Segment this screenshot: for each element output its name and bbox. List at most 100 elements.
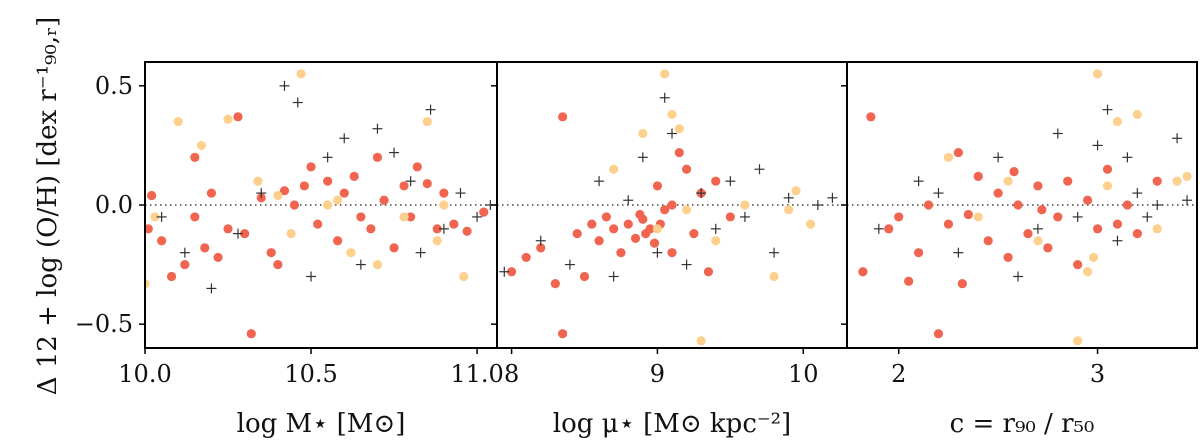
data-point-cross — [179, 247, 190, 258]
data-point-cross — [696, 188, 707, 199]
data-point — [983, 236, 993, 246]
data-point — [973, 171, 983, 181]
data-point — [273, 259, 283, 270]
panel-3: 2 3 c = r₉₀ / r₅₀ — [841, 61, 1198, 439]
data-point — [660, 69, 670, 79]
data-point — [246, 329, 256, 339]
data-point — [479, 207, 489, 217]
data-point — [1088, 252, 1099, 263]
y-axis-label: Δ 12 + log (O/H) [dex r⁻¹₉₀,ᵣ] — [33, 17, 63, 396]
data-point — [206, 188, 217, 198]
data-point — [579, 271, 590, 282]
data-point — [145, 224, 153, 234]
data-point-cross — [389, 147, 400, 158]
data-point — [943, 152, 954, 162]
data-point — [1112, 116, 1123, 127]
data-point — [1013, 200, 1023, 210]
data-point — [609, 164, 619, 174]
data-point — [660, 205, 670, 215]
data-point-cross — [339, 133, 350, 144]
data-point-cross — [933, 188, 944, 199]
data-point — [196, 140, 207, 151]
data-point — [973, 212, 983, 222]
data-point — [791, 186, 801, 196]
data-point-cross — [681, 259, 692, 270]
data-point — [558, 329, 568, 339]
data-point-cross — [306, 271, 317, 282]
data-point — [439, 188, 449, 198]
data-point-cross — [652, 247, 663, 258]
data-point — [213, 252, 223, 263]
data-point-cross — [659, 92, 670, 103]
data-point — [180, 259, 190, 270]
data-point — [711, 236, 721, 246]
data-point-cross — [256, 188, 267, 199]
data-point — [1092, 224, 1103, 234]
data-point-cross — [725, 176, 736, 187]
data-point — [333, 195, 343, 205]
data-point-cross — [769, 247, 780, 258]
data-point — [536, 243, 546, 253]
data-point — [439, 200, 449, 210]
data-point — [601, 212, 611, 222]
data-point-cross — [953, 247, 964, 258]
data-point — [616, 248, 626, 258]
data-point — [1023, 229, 1033, 239]
data-point — [432, 224, 442, 234]
data-point — [858, 267, 868, 277]
data-point-cross — [1132, 188, 1143, 199]
data-point — [674, 147, 684, 158]
data-point — [313, 219, 323, 229]
data-point-cross — [812, 200, 823, 210]
data-point-cross — [637, 152, 648, 163]
data-point — [506, 267, 517, 277]
x-tick-label: 9 — [650, 360, 665, 388]
data-point — [681, 205, 692, 215]
data-point-cross — [425, 104, 436, 115]
data-point — [521, 252, 531, 263]
data-point — [346, 248, 356, 258]
data-point — [399, 212, 409, 222]
data-point — [894, 212, 904, 222]
x-tick-label: 11.0 — [450, 360, 503, 388]
data-point — [652, 224, 663, 234]
data-point — [432, 236, 442, 246]
data-point — [1182, 171, 1192, 181]
data-point — [703, 267, 714, 277]
data-point — [572, 229, 582, 239]
data-point-cross — [372, 123, 383, 134]
data-point-cross — [993, 152, 1004, 163]
data-point — [1083, 267, 1093, 277]
data-point — [913, 248, 924, 258]
data-point — [904, 276, 914, 286]
data-point — [609, 224, 619, 234]
data-point — [1003, 176, 1013, 186]
data-point-cross — [608, 271, 619, 282]
data-point-cross — [739, 211, 750, 222]
data-point — [399, 181, 409, 191]
data-point-cross — [1102, 104, 1113, 115]
data-point-cross — [1032, 223, 1043, 234]
data-point — [339, 188, 349, 198]
data-point-cross — [667, 128, 677, 139]
x-tick-label: 10.5 — [284, 360, 337, 388]
data-point-cross — [156, 211, 167, 222]
data-point — [406, 212, 416, 222]
data-point — [279, 186, 290, 196]
data-point-cross — [1112, 235, 1123, 246]
data-point-cross — [292, 97, 303, 108]
data-point — [449, 219, 459, 229]
data-point — [1033, 181, 1043, 191]
data-point — [667, 109, 677, 120]
x-axis-label: log μ⋆ [M⊙ kpc⁻²] — [553, 409, 791, 439]
data-point-cross — [564, 259, 575, 270]
data-point — [638, 128, 648, 139]
data-point-cross — [1072, 211, 1083, 222]
data-point-cross — [1013, 271, 1024, 282]
data-point-cross — [1052, 128, 1063, 139]
data-point — [1083, 195, 1093, 205]
data-point — [286, 229, 296, 239]
data-point-cross — [783, 192, 794, 203]
data-point — [784, 205, 794, 215]
